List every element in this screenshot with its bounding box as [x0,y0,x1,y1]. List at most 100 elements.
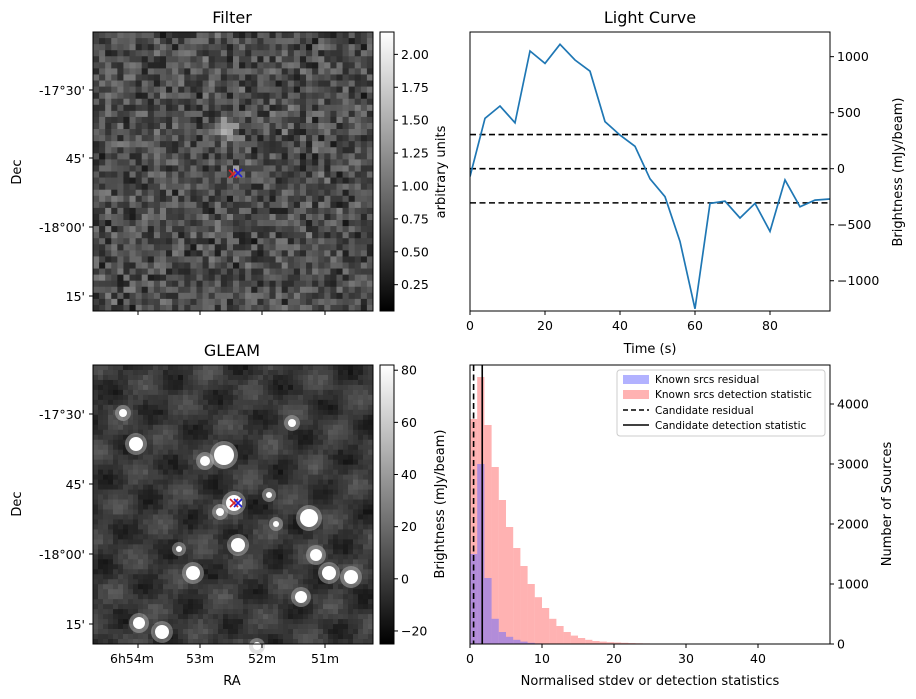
filter-pixel [202,195,210,203]
filter-pixel [245,232,252,239]
filter-pixel [166,232,173,239]
gleam-pixel [93,434,99,441]
gleam-pixel [258,454,264,461]
gleam-pixel [178,494,184,500]
filter-pixel [123,98,130,106]
gleam-pixel [118,579,124,585]
filter-pixel [214,195,222,203]
gleam-pixel [108,599,114,605]
gleam-pixel [228,584,234,590]
gleam-pixel [333,634,339,640]
gleam-pixel [328,539,334,545]
gleam-pixel [258,574,264,580]
filter-pixel [330,292,337,300]
filter-pixel [141,147,149,154]
gleam-pixel [203,379,209,386]
gleam-pixel [258,594,264,600]
gleam-pixel [338,514,344,520]
gleam-pixel [328,479,334,485]
filter-pixel [318,177,325,185]
filter-pixel [342,32,350,39]
gleam-pixel [253,399,259,406]
gleam-pixel [263,489,269,495]
gleam-pixel [233,594,239,600]
filter-pixel [324,165,331,172]
filter-pixel [202,280,210,288]
filter-pixel [214,153,222,160]
gleam-pixel [173,489,179,495]
gleam-pixel [238,474,244,480]
gleam-pixel [143,594,149,600]
gleam-pixel [188,624,194,630]
filter-pixel [214,286,222,294]
filter-pixel [312,110,319,118]
gleam-pixel [128,469,134,476]
gleam-pixel [178,444,184,451]
gleam-pixel [248,619,254,625]
filter-pixel [251,74,258,81]
gleam-pixel [263,509,269,515]
gleam-pixel [233,614,239,620]
gleam-pixel [113,464,119,471]
gleam-pixel [243,379,249,386]
gleam-pixel [313,634,319,640]
gleam-pixel [303,399,309,406]
filter-pixel [184,201,191,209]
filter-pixel [141,207,149,215]
gleam-pixel [318,484,324,490]
filter-pixel [93,250,100,257]
gleam-pixel [283,444,289,451]
gleam-pixel [318,574,324,580]
filter-pixel [281,50,289,57]
gleam-pixel [198,609,204,615]
gleam-pixel [138,459,144,466]
filter-pixel [135,262,143,269]
gleam-pixel [133,559,139,565]
gleam-pixel [223,629,229,635]
filter-pixel [233,129,240,136]
gleam-pixel [143,579,149,585]
gleam-pixel [178,524,184,530]
gleam-pixel [148,429,154,436]
filter-pixel [269,195,277,203]
gleam-pixel [318,609,324,615]
gleam-pixel [268,424,274,431]
gleam-pixel [278,629,284,635]
filter-pixel [366,207,374,215]
filter-pixel [312,129,319,136]
filter-pixel [153,262,161,269]
filter-pixel [129,268,137,276]
filter-pixel [239,135,246,142]
gleam-pixel [183,559,189,565]
filter-pixel [293,122,301,130]
gleam-pixel [143,474,149,480]
gleam-pixel [248,614,254,620]
gleam-pixel [103,404,109,411]
filter-pixel [318,116,325,124]
filter-pixel [318,110,325,118]
gleam-pixel [153,539,159,545]
filter-pixel [324,80,331,87]
filter-pixel [269,292,277,300]
filter-pixel [257,232,264,239]
gleam-pixel [213,614,219,620]
gleam-pixel [308,569,314,575]
gleam-pixel [203,499,209,505]
filter-pixel [269,268,277,276]
gleam-pixel [118,449,124,456]
gleam-pixel [218,534,224,540]
gleam-pixel [198,619,204,625]
gleam-pixel [233,604,239,610]
gleam-pixel [193,529,199,535]
filter-pixel [190,50,197,57]
gleam-pixel [263,594,269,600]
filter-pixel [105,256,112,263]
gleam-pixel [233,419,239,426]
filter-pixel [178,141,185,148]
gleam-pixel [163,374,169,381]
filter-pixel [366,32,374,39]
filter-pixel [257,122,264,130]
filter-pixel [287,38,295,45]
filter-pixel [99,62,106,69]
colorbar-tick-label: 1.75 [401,80,429,95]
